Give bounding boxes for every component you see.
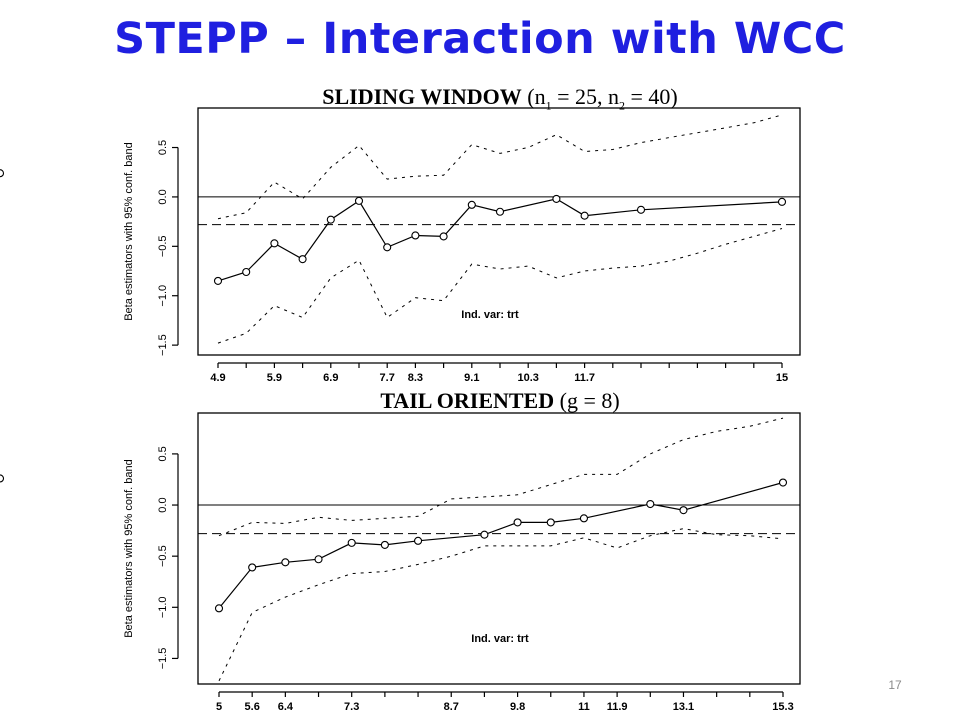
- chart-1-y-tick-label: −0.5: [157, 235, 169, 257]
- chart-1-estimate-point: [213, 276, 223, 285]
- chart-1-title-p2: = 25, n: [551, 84, 619, 109]
- chart-1-title-p1: (n: [527, 84, 546, 109]
- chart-2-estimate-point: [679, 506, 688, 515]
- chart-2-estimate-point: [214, 604, 224, 613]
- chart-2-y-tick-label: −1.5: [157, 648, 169, 670]
- chart-2-y-tick-label: 0.5: [157, 446, 169, 461]
- chart-1-lower-band: [217, 228, 783, 344]
- chart-2-y-axis-label: Beta estimators with 95% conf. band: [123, 459, 135, 638]
- chart-2-x-tick-label: 7.3: [344, 701, 359, 713]
- chart-2-estimate-point: [480, 530, 489, 539]
- chart-2-x-tick-label: 9.8: [510, 701, 525, 713]
- chart-1-y-axis-label: Beta estimators with 95% conf. band: [123, 142, 135, 321]
- chart-2-estimate-point: [347, 538, 356, 547]
- chart-2-plot-frame: [197, 412, 801, 685]
- chart-1-estimate-point: [242, 267, 251, 277]
- chart-2-estimate-point: [281, 558, 290, 567]
- chart-2-estimate-point: [646, 499, 655, 509]
- chart-1-x-tick-label: 10.3: [517, 372, 538, 384]
- chart-2-x-tick-label: 5.6: [245, 701, 260, 713]
- chart-2-estimate-point: [778, 478, 788, 487]
- chart-2-estimate-point: [414, 536, 423, 545]
- chart-2-x-tick-label: 15.3: [772, 701, 793, 713]
- chart-1-x-tick-label: 8.3: [408, 372, 423, 384]
- chart-2-annotation: Ind. var: trt: [471, 633, 529, 645]
- chart-1-y-tick-label: −1.0: [157, 285, 169, 307]
- chart-1-estimate-point: [326, 215, 335, 224]
- chart-2-estimate-point: [380, 540, 389, 549]
- chart-1-y-tick-label: 0.5: [157, 140, 169, 155]
- chart-2-title-p1: (g = 8): [559, 388, 620, 413]
- chart-2-y-tick-label: −1.0: [157, 596, 169, 618]
- chart-1-estimate-point: [580, 211, 589, 220]
- chart-2-title: TAIL ORIENTED (g = 8): [200, 388, 800, 414]
- chart-1-annotation: Ind. var: trt: [461, 309, 519, 321]
- chart-1-estimate-point: [636, 205, 646, 214]
- chart-1-plot-frame: [197, 107, 801, 356]
- chart-1-title-p3: = 40): [625, 84, 678, 109]
- chart-2-x-tick-label: 6.4: [278, 701, 294, 713]
- chart-2-x-tick-label: 13.1: [673, 701, 694, 713]
- chart-1-estimate-point: [495, 207, 505, 216]
- chart-1-estimate-point: [0, 169, 5, 178]
- chart-1-estimate-point: [298, 255, 307, 264]
- chart-1-x-tick-label: 4.9: [210, 372, 225, 384]
- chart-2-x-tick-label: 11: [578, 701, 590, 713]
- chart-1-estimate-point: [270, 239, 279, 248]
- chart-1-x-tick-label: 7.7: [380, 372, 395, 384]
- chart-2-title-main: TAIL ORIENTED: [380, 388, 555, 413]
- chart-2-y-tick-label: −0.5: [157, 545, 169, 567]
- chart-2-estimate-point: [513, 518, 522, 527]
- chart-2-estimate-line: [218, 481, 784, 609]
- chart-2-y-tick-label: 0.0: [157, 497, 169, 512]
- chart-1-estimate-point: [383, 243, 392, 252]
- chart-1-estimate-point: [439, 232, 448, 241]
- chart-2-estimate-point: [579, 514, 588, 523]
- chart-1-estimate-point: [777, 197, 787, 206]
- chart-1-title: SLIDING WINDOW (n1 = 25, n2 = 40): [200, 84, 800, 113]
- chart-1-upper-band: [217, 114, 783, 220]
- chart-2-x-tick-label: 11.9: [607, 701, 628, 713]
- chart-1-x-tick-label: 11.7: [574, 372, 595, 384]
- chart-1-x-tick-label: 15: [776, 372, 788, 384]
- chart-1-y-tick-label: 0.0: [157, 189, 169, 204]
- page-number: 17: [888, 678, 902, 692]
- chart-2-estimate-point: [546, 518, 555, 527]
- chart-1-title-s1: 1: [545, 98, 552, 113]
- chart-1-x-tick-label: 6.9: [323, 372, 338, 384]
- chart-1-x-tick-label: 5.9: [267, 372, 282, 384]
- chart-1-estimate-point: [552, 194, 561, 203]
- chart-1-estimate-point: [411, 231, 420, 240]
- chart-2-estimate-point: [314, 555, 323, 564]
- chart-1-estimate-point: [467, 200, 476, 209]
- chart-2-estimate-point: [0, 474, 5, 483]
- chart-2-x-tick-label: 5: [216, 701, 222, 713]
- chart-2-x-tick-label: 8.7: [444, 701, 459, 713]
- chart-1-estimate-point: [354, 196, 364, 205]
- chart-1-y-tick-label: −1.5: [157, 334, 169, 356]
- chart-2-estimate-point: [248, 563, 257, 572]
- chart-1-title-s2: 2: [619, 98, 625, 113]
- chart-1-title-main: SLIDING WINDOW: [322, 84, 522, 109]
- chart-1-x-tick-label: 9.1: [464, 372, 479, 384]
- chart-2-upper-band: [218, 417, 784, 537]
- chart-2-lower-band: [218, 528, 784, 682]
- slide-title: STEPP – Interaction with WCC: [114, 14, 846, 64]
